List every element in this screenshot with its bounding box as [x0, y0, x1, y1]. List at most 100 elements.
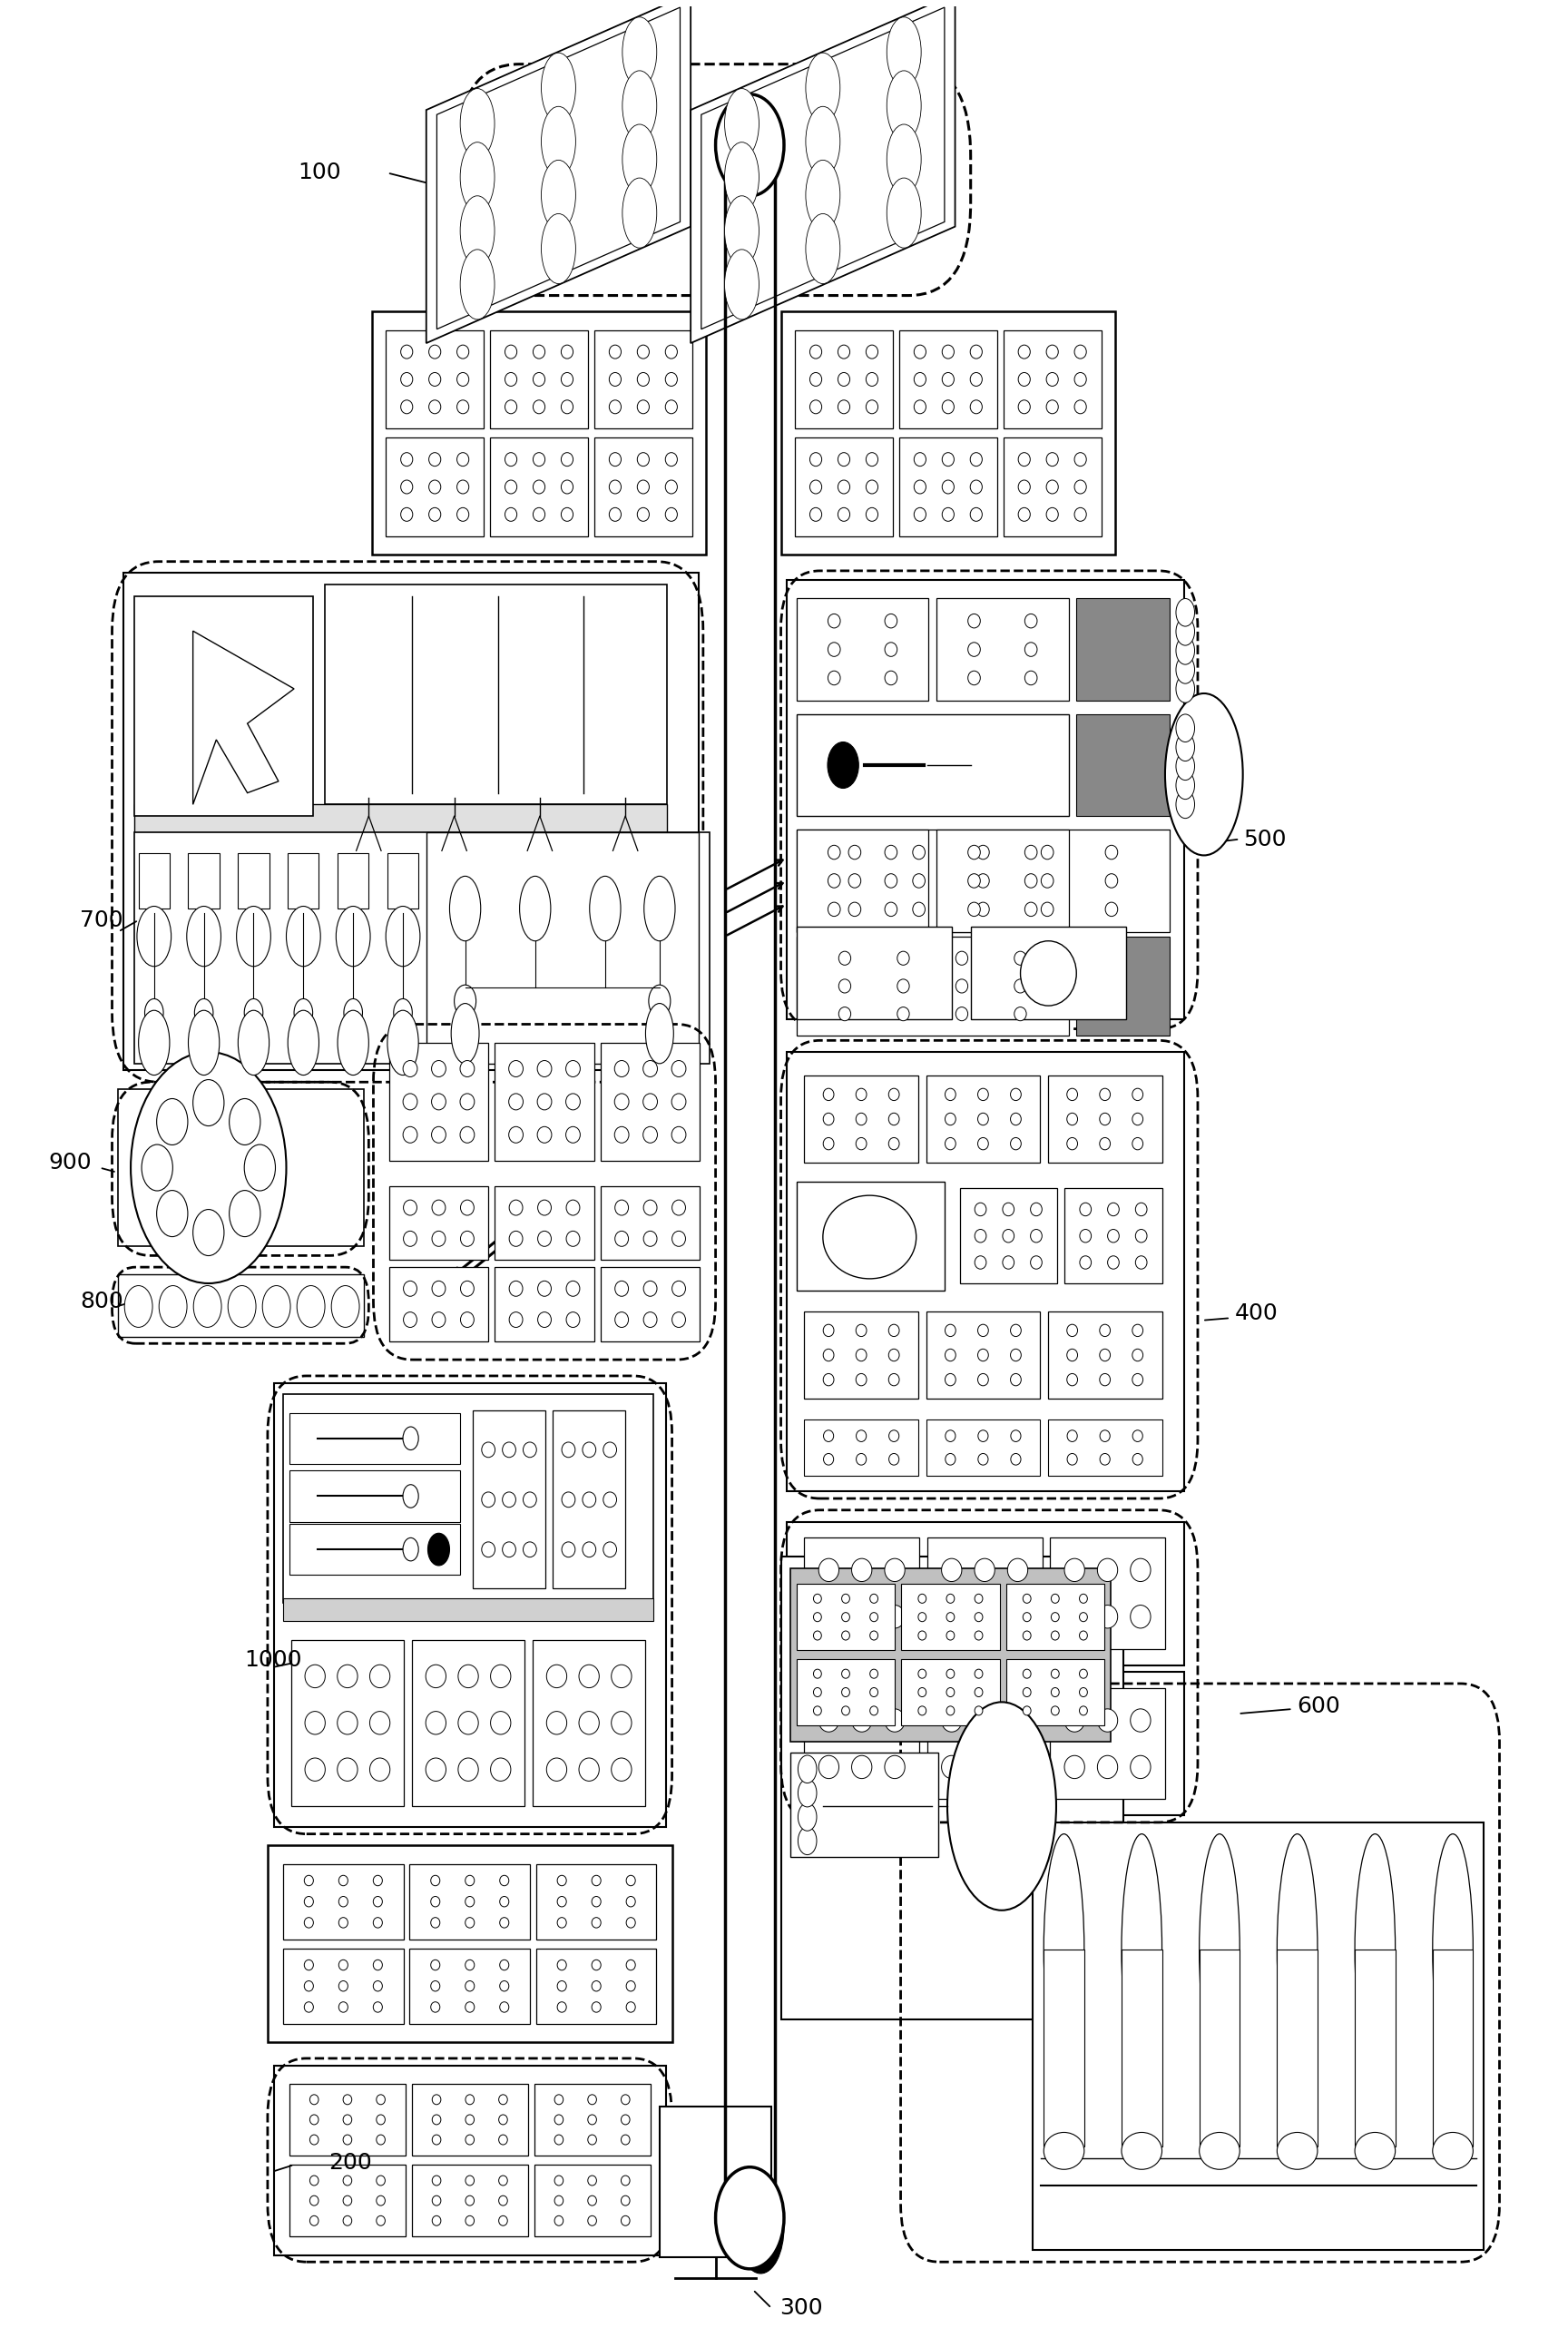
Ellipse shape [502, 1541, 516, 1557]
Ellipse shape [376, 2095, 386, 2105]
Circle shape [229, 1099, 260, 1145]
Ellipse shape [456, 480, 469, 494]
Ellipse shape [889, 1138, 900, 1150]
Bar [387, 852, 419, 908]
Ellipse shape [524, 1441, 536, 1457]
Bar [289, 852, 318, 908]
Circle shape [798, 1804, 817, 1830]
Ellipse shape [310, 2135, 318, 2144]
Ellipse shape [566, 1199, 580, 1215]
Ellipse shape [823, 1090, 834, 1101]
Ellipse shape [612, 1758, 632, 1781]
Ellipse shape [566, 1280, 580, 1297]
Bar [790, 1753, 938, 1858]
Ellipse shape [403, 1232, 417, 1245]
Circle shape [229, 1190, 260, 1236]
Ellipse shape [884, 1604, 905, 1627]
Ellipse shape [809, 508, 822, 521]
Ellipse shape [1079, 1632, 1087, 1639]
Ellipse shape [1074, 372, 1087, 386]
Ellipse shape [1030, 1204, 1043, 1215]
Ellipse shape [304, 1711, 325, 1734]
Ellipse shape [466, 1918, 475, 1928]
Ellipse shape [1018, 400, 1030, 414]
Bar [804, 1311, 919, 1399]
Ellipse shape [621, 2095, 630, 2105]
Text: 200: 200 [328, 2151, 372, 2174]
Bar [601, 1043, 699, 1162]
Ellipse shape [1132, 1453, 1143, 1464]
Ellipse shape [975, 1604, 994, 1627]
Ellipse shape [814, 1706, 822, 1716]
Ellipse shape [837, 452, 850, 466]
Ellipse shape [1051, 1688, 1058, 1697]
Bar [536, 1949, 657, 2023]
Ellipse shape [823, 1325, 834, 1336]
Ellipse shape [450, 875, 481, 941]
Ellipse shape [1021, 941, 1076, 1006]
Bar [804, 1539, 919, 1648]
Bar [787, 1523, 1184, 1665]
Ellipse shape [1014, 1008, 1027, 1020]
Ellipse shape [538, 1313, 552, 1327]
Circle shape [1176, 752, 1195, 780]
Bar [491, 438, 588, 535]
Ellipse shape [588, 2135, 596, 2144]
Ellipse shape [806, 54, 840, 123]
Ellipse shape [538, 1199, 552, 1215]
Ellipse shape [557, 1918, 566, 1928]
Ellipse shape [737, 2181, 784, 2274]
Ellipse shape [673, 1199, 685, 1215]
Ellipse shape [491, 1665, 511, 1688]
Ellipse shape [433, 2095, 441, 2105]
Ellipse shape [1030, 1229, 1043, 1243]
Ellipse shape [561, 1492, 575, 1506]
Ellipse shape [851, 1709, 872, 1732]
Ellipse shape [343, 2135, 351, 2144]
Ellipse shape [814, 1632, 822, 1639]
Ellipse shape [856, 1374, 867, 1385]
Ellipse shape [403, 1313, 417, 1327]
Ellipse shape [643, 1094, 657, 1110]
Ellipse shape [538, 1094, 552, 1110]
Ellipse shape [524, 1492, 536, 1506]
Circle shape [715, 93, 784, 196]
Ellipse shape [456, 400, 469, 414]
Ellipse shape [977, 903, 989, 917]
Ellipse shape [458, 1665, 478, 1688]
Ellipse shape [971, 480, 982, 494]
Ellipse shape [433, 2177, 441, 2186]
Ellipse shape [967, 845, 980, 859]
Ellipse shape [538, 1232, 552, 1245]
Ellipse shape [809, 372, 822, 386]
Text: 900: 900 [49, 1152, 93, 1173]
Ellipse shape [304, 1758, 325, 1781]
Ellipse shape [823, 1453, 834, 1464]
Ellipse shape [851, 1557, 872, 1581]
Ellipse shape [403, 1280, 417, 1297]
Ellipse shape [1025, 903, 1036, 917]
Ellipse shape [626, 1960, 635, 1969]
Ellipse shape [646, 1003, 674, 1064]
Ellipse shape [978, 1325, 988, 1336]
Ellipse shape [1041, 845, 1054, 859]
Ellipse shape [310, 2216, 318, 2226]
Ellipse shape [823, 1374, 834, 1385]
Ellipse shape [136, 906, 171, 966]
Ellipse shape [622, 16, 657, 86]
Ellipse shape [466, 2216, 474, 2226]
Ellipse shape [582, 1441, 596, 1457]
Ellipse shape [1010, 1374, 1021, 1385]
Ellipse shape [339, 1897, 348, 1907]
Ellipse shape [505, 508, 517, 521]
Circle shape [124, 1285, 152, 1327]
Circle shape [157, 1099, 188, 1145]
Ellipse shape [431, 1280, 445, 1297]
Ellipse shape [505, 400, 517, 414]
Bar [325, 584, 668, 805]
Bar [491, 331, 588, 428]
Ellipse shape [942, 372, 953, 386]
Ellipse shape [946, 1090, 956, 1101]
Ellipse shape [339, 2002, 348, 2011]
Bar [494, 1266, 594, 1341]
